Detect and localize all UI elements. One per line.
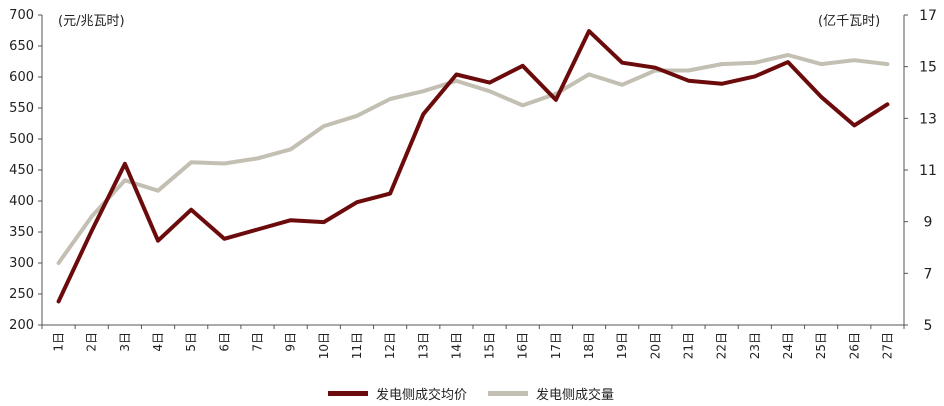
x-tick-label: 16日 xyxy=(516,332,530,359)
x-tick-label: 1日 xyxy=(52,332,66,352)
legend-swatch-price xyxy=(328,391,368,396)
x-tick-label: 20日 xyxy=(648,332,662,359)
left-y-tick-label: 700 xyxy=(9,8,34,23)
x-tick-label: 7日 xyxy=(251,332,265,352)
x-tick-label: 18日 xyxy=(582,332,596,359)
series-line-price xyxy=(56,29,890,304)
right-y-tick-label: 13 xyxy=(919,111,937,127)
x-tick-label: 22日 xyxy=(715,332,729,359)
x-tick-label: 13日 xyxy=(416,332,430,359)
x-tick-label: 23日 xyxy=(748,332,762,359)
left-axis-unit-label: (元/兆瓦时) xyxy=(58,14,125,29)
right-y-tick-label: 5 xyxy=(924,318,933,334)
right-y-tick-label: 15 xyxy=(919,60,937,76)
x-tick-label: 4日 xyxy=(151,332,165,352)
x-tick-label: 26日 xyxy=(847,332,861,359)
x-tick-label: 24日 xyxy=(781,332,795,359)
legend-item-price: 发电侧成交均价 xyxy=(328,384,467,403)
right-y-tick-label: 17 xyxy=(919,8,937,24)
x-tick-label: 25日 xyxy=(814,332,828,359)
x-tick-label: 21日 xyxy=(682,332,696,359)
left-y-tick-label: 550 xyxy=(9,101,34,116)
x-tick-label: 6日 xyxy=(217,332,231,352)
right-y-tick-label: 7 xyxy=(924,266,933,282)
left-y-tick-label: 450 xyxy=(9,163,34,178)
x-tick-label: 19日 xyxy=(615,332,629,359)
left-y-tick-label: 350 xyxy=(9,225,34,240)
left-y-tick-label: 250 xyxy=(9,287,34,302)
left-y-tick-label: 400 xyxy=(9,194,34,209)
x-tick-label: 11日 xyxy=(350,332,364,359)
left-y-tick-label: 500 xyxy=(9,132,34,147)
x-tick-label: 9日 xyxy=(284,332,298,352)
right-y-tick-label: 11 xyxy=(919,163,937,179)
left-y-tick-label: 650 xyxy=(9,39,34,54)
x-tick-label: 14日 xyxy=(449,332,463,359)
x-tick-label: 5日 xyxy=(184,332,198,352)
x-tick-label: 3日 xyxy=(118,332,132,352)
legend-label-volume: 发电侧成交量 xyxy=(536,388,615,403)
x-tick-label: 27日 xyxy=(880,332,894,359)
x-tick-label: 17日 xyxy=(549,332,563,359)
x-tick-label: 15日 xyxy=(483,332,497,359)
series-line-volume xyxy=(56,53,890,265)
legend-item-volume: 发电侧成交量 xyxy=(488,384,614,403)
left-y-tick-label: 600 xyxy=(9,70,34,85)
left-y-tick-label: 200 xyxy=(9,318,34,333)
right-axis-unit-label: (亿千瓦时) xyxy=(818,14,881,29)
legend-swatch-volume xyxy=(488,391,528,396)
right-y-tick-label: 9 xyxy=(924,215,933,231)
legend-label-price: 发电侧成交均价 xyxy=(376,388,468,403)
x-tick-label: 10日 xyxy=(317,332,331,359)
x-tick-label: 2日 xyxy=(85,332,99,352)
x-tick-label: 12日 xyxy=(383,332,397,359)
left-y-tick-label: 300 xyxy=(9,256,34,271)
